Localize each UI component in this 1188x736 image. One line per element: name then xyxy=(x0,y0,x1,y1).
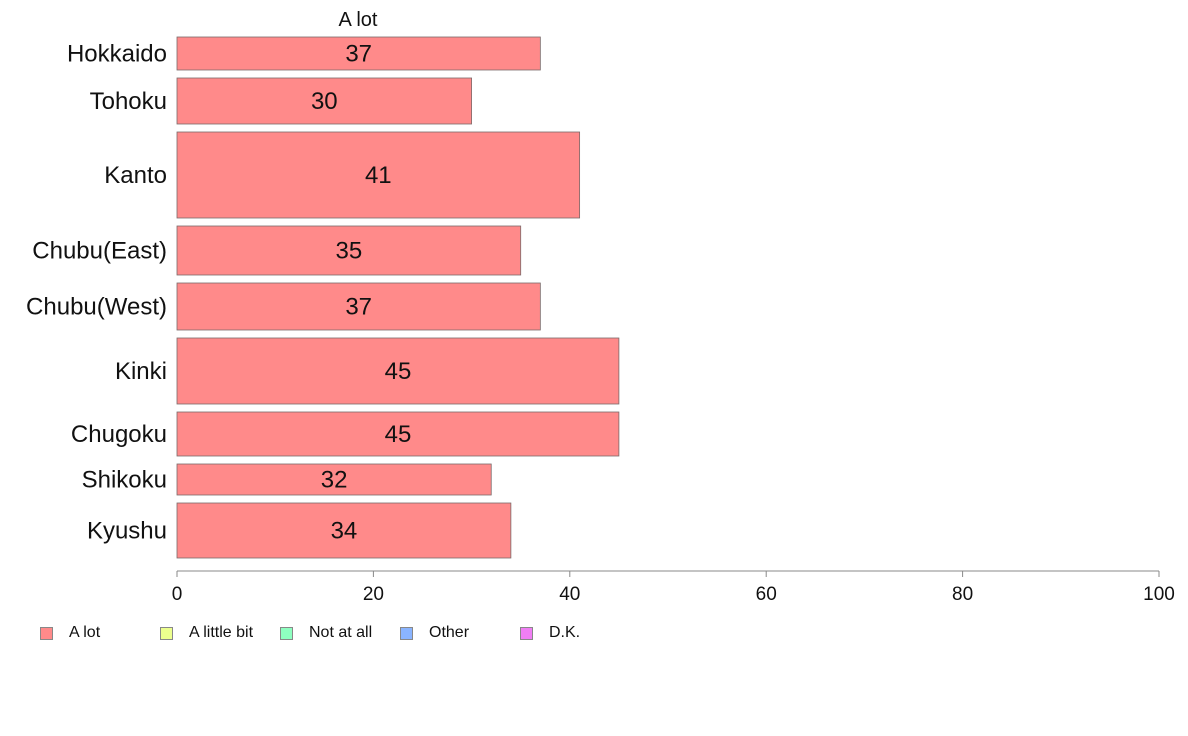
bar xyxy=(176,77,473,125)
legend-item: A little bit xyxy=(160,624,253,642)
x-tick-label: 40 xyxy=(559,584,580,605)
bar-value-label: 45 xyxy=(385,421,412,448)
bar xyxy=(176,131,581,219)
category-label: Chubu(West) xyxy=(26,294,167,321)
legend-swatch xyxy=(280,626,293,640)
category-label: Hokkaido xyxy=(67,41,167,68)
legend-label: Other xyxy=(429,624,470,641)
legend-swatch xyxy=(40,626,53,640)
bar xyxy=(176,463,492,496)
legend-item: A lot xyxy=(40,624,100,642)
x-axis: 0 20 40 60 80 100 xyxy=(172,570,1175,605)
bar xyxy=(176,225,522,276)
legend-label: Not at all xyxy=(309,624,373,641)
legend-item: D.K. xyxy=(520,624,580,642)
category-label: Kanto xyxy=(104,162,167,189)
legend-item: Other xyxy=(400,624,469,642)
legend-label: A lot xyxy=(69,624,101,641)
category-label: Shikoku xyxy=(82,467,167,494)
category-label: Tohoku xyxy=(90,88,167,115)
bar-value-label: 37 xyxy=(345,294,372,321)
chart-title: A lot xyxy=(339,9,378,31)
category-label: Chubu(East) xyxy=(32,238,167,265)
category-label: Kinki xyxy=(115,358,167,385)
bar xyxy=(176,502,512,559)
bar-value-label: 34 xyxy=(331,518,358,545)
bar xyxy=(176,411,620,457)
x-tick-label: 80 xyxy=(952,584,973,605)
legend-label: D.K. xyxy=(549,624,581,641)
legend-swatch xyxy=(160,626,173,640)
bar xyxy=(176,337,620,405)
bar-value-label: 45 xyxy=(385,358,412,385)
category-label: Chugoku xyxy=(71,421,167,448)
legend-swatch xyxy=(400,626,413,640)
category-label: Kyushu xyxy=(87,518,167,545)
bar-value-label: 30 xyxy=(311,88,338,115)
bar-value-label: 32 xyxy=(321,467,348,494)
bar-value-label: 35 xyxy=(335,238,362,265)
legend-item: Not at all xyxy=(280,624,372,642)
legend-swatch xyxy=(520,626,533,640)
bar xyxy=(176,36,541,71)
bar-value-label: 37 xyxy=(345,41,372,68)
bar xyxy=(176,282,541,331)
x-tick-label: 100 xyxy=(1143,584,1175,605)
x-tick-label: 60 xyxy=(756,584,777,605)
x-tick-label: 20 xyxy=(363,584,384,605)
bar-value-label: 41 xyxy=(365,162,392,189)
legend-label: A little bit xyxy=(189,624,254,641)
bars-layer: Hokkaido 37 Tohoku 30 Kanto 41 Chubu(East) 35 Ch… xyxy=(26,36,620,559)
x-tick-label: 0 xyxy=(172,584,183,605)
